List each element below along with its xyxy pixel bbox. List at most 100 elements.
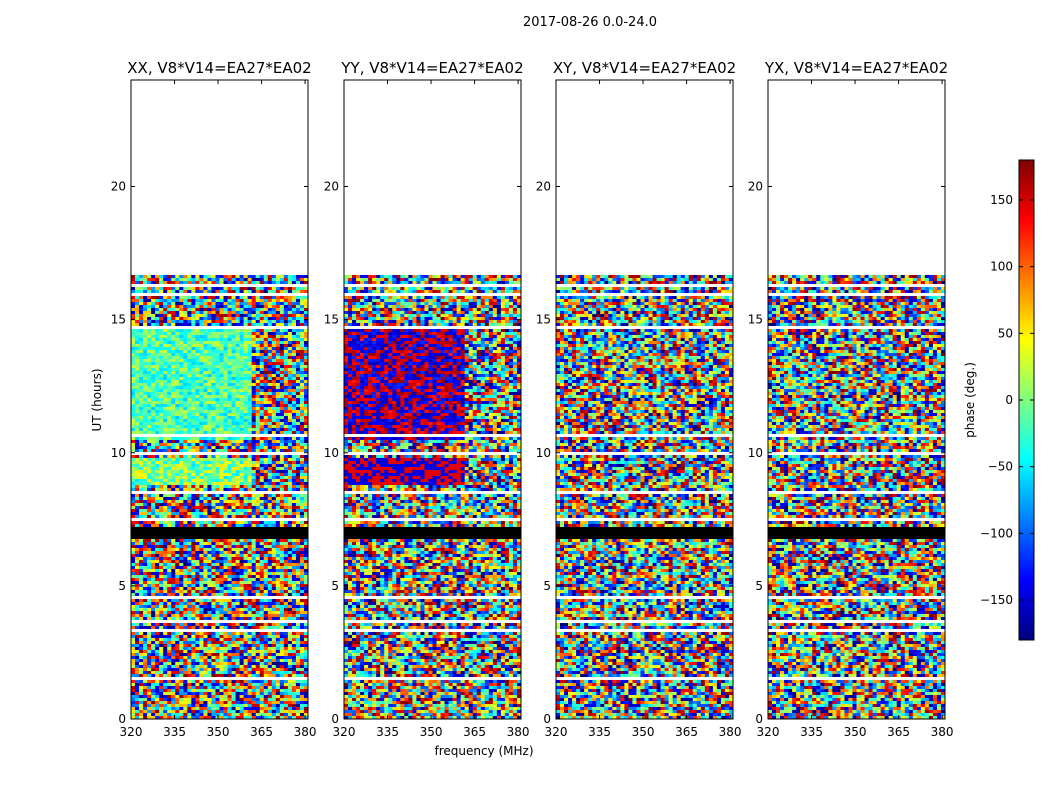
heatmap-cell	[175, 563, 180, 566]
heatmap-cell	[271, 686, 277, 689]
heatmap-cell	[179, 671, 184, 674]
heatmap-cell	[203, 674, 208, 677]
heatmap-cell	[239, 695, 244, 698]
heatmap-cell	[271, 461, 277, 464]
heatmap-cell	[219, 488, 224, 491]
heatmap-cell	[219, 686, 224, 689]
heatmap-cell	[143, 590, 148, 593]
heatmap-cell	[259, 689, 265, 692]
heatmap-cell	[211, 551, 216, 554]
heatmap-cell	[259, 632, 265, 635]
heatmap-cell	[159, 506, 164, 509]
heatmap-cell	[163, 566, 168, 569]
heatmap-cell	[143, 437, 148, 440]
heatmap-cell	[271, 515, 277, 518]
heatmap-cell	[139, 680, 144, 683]
heatmap-cell	[167, 440, 172, 443]
heatmap-cell	[243, 383, 248, 386]
heatmap-cell	[143, 347, 148, 350]
heatmap-cell	[195, 482, 200, 485]
heatmap-cell	[303, 578, 309, 581]
heatmap-cell	[235, 476, 240, 479]
heatmap-cell	[135, 440, 140, 443]
heatmap-cell	[239, 497, 244, 500]
heatmap-cell	[291, 692, 297, 695]
heatmap-cell	[287, 698, 293, 701]
heatmap-cell	[255, 467, 261, 470]
heatmap-cell	[199, 608, 204, 611]
heatmap-cell	[279, 689, 285, 692]
heatmap-cell	[131, 665, 136, 668]
heatmap-cell	[187, 599, 192, 602]
heatmap-cell	[211, 572, 216, 575]
heatmap-cell	[131, 377, 136, 380]
heatmap-cell	[151, 368, 156, 371]
heatmap-cell	[171, 584, 176, 587]
heatmap-cell	[251, 626, 256, 629]
heatmap-cell	[283, 398, 289, 401]
heatmap-cell	[151, 653, 156, 656]
heatmap-cell	[167, 449, 172, 452]
heatmap-cell	[255, 644, 261, 647]
heatmap-cell	[279, 395, 285, 398]
heatmap-cell	[147, 587, 152, 590]
heatmap-cell	[247, 602, 252, 605]
heatmap-cell	[151, 572, 156, 575]
heatmap-cell	[167, 389, 172, 392]
heatmap-cell	[183, 644, 188, 647]
heatmap-cell	[207, 587, 212, 590]
heatmap-cell	[231, 704, 236, 707]
heatmap-cell	[211, 653, 216, 656]
heatmap-cell	[139, 494, 144, 497]
heatmap-cell	[275, 461, 281, 464]
heatmap-cell	[175, 464, 180, 467]
heatmap-cell	[267, 614, 273, 617]
heatmap-cell	[175, 425, 180, 428]
heatmap-cell	[283, 476, 289, 479]
heatmap-cell	[267, 563, 273, 566]
heatmap-cell	[143, 713, 148, 716]
heatmap-cell	[223, 551, 228, 554]
heatmap-cell	[247, 587, 252, 590]
heatmap-cell	[203, 524, 208, 527]
heatmap-cell	[151, 713, 156, 716]
heatmap-cell	[131, 437, 136, 440]
heatmap-cell	[215, 431, 220, 434]
heatmap-cell	[275, 521, 281, 524]
heatmap-cell	[143, 680, 148, 683]
heatmap-cell	[163, 539, 168, 542]
heatmap-cell	[299, 392, 305, 395]
heatmap-cell	[267, 398, 273, 401]
heatmap-cell	[231, 554, 236, 557]
heatmap-cell	[191, 617, 196, 620]
heatmap-cell	[179, 716, 184, 719]
heatmap-cell	[235, 650, 240, 653]
heatmap-cell	[175, 632, 180, 635]
heatmap-cell	[155, 467, 160, 470]
heatmap-cell	[187, 446, 192, 449]
heatmap-cell	[299, 551, 305, 554]
heatmap-cell	[243, 692, 248, 695]
heatmap-cell	[159, 635, 164, 638]
heatmap-cell	[299, 563, 305, 566]
heatmap-cell	[239, 443, 244, 446]
heatmap-cell	[247, 353, 252, 356]
heatmap-cell	[295, 569, 301, 572]
heatmap-cell	[283, 644, 289, 647]
heatmap-cell	[263, 479, 269, 482]
heatmap-cell	[187, 605, 192, 608]
heatmap-cell	[135, 347, 140, 350]
heatmap-cell	[295, 683, 301, 686]
heatmap-cell	[227, 413, 232, 416]
heatmap-cell	[151, 392, 156, 395]
heatmap-cell	[179, 470, 184, 473]
heatmap-cell	[251, 542, 256, 545]
heatmap-cell	[231, 395, 236, 398]
heatmap-cell	[207, 395, 212, 398]
heatmap-cell	[267, 353, 273, 356]
heatmap-cell	[303, 713, 309, 716]
heatmap-cell	[203, 635, 208, 638]
heatmap-cell	[167, 659, 172, 662]
heatmap-cell	[151, 587, 156, 590]
heatmap-cell	[263, 389, 269, 392]
